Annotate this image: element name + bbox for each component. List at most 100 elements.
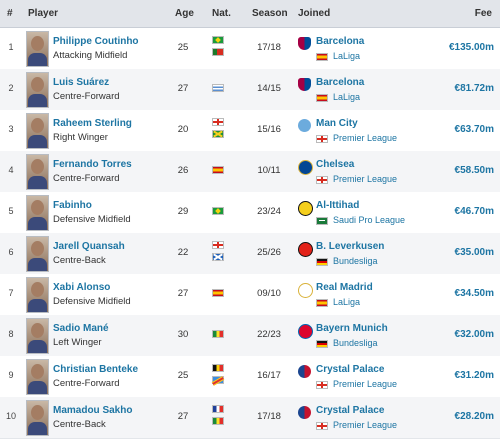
- player-name-link[interactable]: Fabinho: [53, 200, 92, 211]
- player-name-link[interactable]: Mamadou Sakho: [53, 405, 133, 416]
- row-number: 8: [8, 329, 14, 339]
- header-age[interactable]: Age: [175, 8, 194, 19]
- player-photo[interactable]: [26, 154, 49, 190]
- table-row: 3 Raheem Sterling Right Winger 20 15/16 Man C…: [0, 110, 500, 152]
- club-name-link[interactable]: Crystal Palace: [316, 405, 385, 416]
- crystal-palace-crest-icon[interactable]: [298, 406, 311, 419]
- transfer-fee-link[interactable]: €31.20m: [454, 370, 494, 381]
- leverkusen-crest-icon[interactable]: [298, 242, 313, 257]
- player-photo[interactable]: [26, 72, 49, 108]
- player-position: Centre-Forward: [53, 173, 120, 184]
- player-name-link[interactable]: Raheem Sterling: [53, 118, 132, 129]
- real-madrid-crest-icon[interactable]: [298, 283, 313, 298]
- club-name-link[interactable]: B. Leverkusen: [316, 241, 385, 252]
- transfer-fee-link[interactable]: €35.00m: [454, 247, 494, 258]
- row-number: 7: [8, 288, 14, 298]
- player-name-link[interactable]: Sadio Mané: [53, 323, 109, 334]
- player-photo[interactable]: [26, 113, 49, 149]
- row-number: 1: [8, 42, 14, 52]
- transfer-fee-link[interactable]: €58.50m: [454, 165, 494, 176]
- belgium-flag-icon: [212, 364, 224, 372]
- header-fee[interactable]: Fee: [474, 8, 492, 19]
- header-joined[interactable]: Joined: [298, 8, 331, 19]
- player-age: 27: [177, 83, 189, 94]
- table-row: 10 Mamadou Sakho Centre-Back 27 17/18 Crystal…: [0, 397, 500, 439]
- jamaica-flag-icon: [212, 130, 224, 138]
- player-photo[interactable]: [26, 359, 49, 395]
- table-row: 7 Xabi Alonso Defensive Midfield 27 09/10 Rea…: [0, 274, 500, 316]
- player-name-link[interactable]: Fernando Torres: [53, 159, 132, 170]
- club-name-link[interactable]: Chelsea: [316, 159, 355, 170]
- portugal-flag-icon: [212, 48, 224, 56]
- barcelona-crest-icon[interactable]: [298, 37, 311, 50]
- season: 23/24: [257, 206, 281, 217]
- player-position: Centre-Back: [53, 419, 106, 430]
- player-age: 20: [177, 124, 189, 135]
- transfer-fee-link[interactable]: €34.50m: [454, 288, 494, 299]
- player-photo[interactable]: [26, 236, 49, 272]
- club-name-link[interactable]: Barcelona: [316, 36, 365, 47]
- spain-flag-icon: [316, 299, 328, 307]
- season: 14/15: [257, 83, 281, 94]
- player-position: Defensive Midfield: [53, 296, 131, 307]
- player-position: Centre-Forward: [53, 91, 120, 102]
- club-name-link[interactable]: Man City: [316, 118, 358, 129]
- table-row: 1 Philippe Coutinho Attacking Midfield 25 17…: [0, 28, 500, 70]
- player-name-link[interactable]: Philippe Coutinho: [53, 36, 139, 47]
- player-photo[interactable]: [26, 195, 49, 231]
- season: 17/18: [257, 42, 281, 53]
- bayern-crest-icon[interactable]: [298, 324, 313, 339]
- club-name-link[interactable]: Barcelona: [316, 77, 365, 88]
- league-link[interactable]: Premier League: [333, 174, 398, 184]
- man-city-crest-icon[interactable]: [298, 119, 311, 132]
- season: 17/18: [257, 411, 281, 422]
- player-photo[interactable]: [26, 277, 49, 313]
- transfer-fee-link[interactable]: €81.72m: [454, 83, 494, 94]
- header-season[interactable]: Season: [252, 8, 288, 19]
- transfer-fee-link[interactable]: €135.00m: [448, 42, 494, 53]
- player-position: Attacking Midfield: [53, 50, 128, 61]
- league-link[interactable]: Premier League: [333, 133, 398, 143]
- france-flag-icon: [212, 405, 224, 413]
- england-flag-icon: [316, 135, 328, 143]
- crystal-palace-crest-icon[interactable]: [298, 365, 311, 378]
- player-photo[interactable]: [26, 318, 49, 354]
- league-link[interactable]: Saudi Pro League: [333, 215, 406, 225]
- transfer-fee-link[interactable]: €28.20m: [454, 411, 494, 422]
- player-photo[interactable]: [26, 31, 49, 67]
- season: 09/10: [257, 288, 281, 299]
- league-link[interactable]: Bundesliga: [333, 338, 378, 348]
- transfer-fee-link[interactable]: €32.00m: [454, 329, 494, 340]
- table-row: 9 Christian Benteke Centre-Forward 25 16/17 C…: [0, 356, 500, 398]
- league-link[interactable]: LaLiga: [333, 297, 361, 307]
- club-name-link[interactable]: Real Madrid: [316, 282, 373, 293]
- table-row: 8 Sadio Mané Left Winger 30 22/23 Bayern Muni…: [0, 315, 500, 357]
- league-link[interactable]: LaLiga: [333, 92, 361, 102]
- transfer-fee-link[interactable]: €46.70m: [454, 206, 494, 217]
- league-link[interactable]: LaLiga: [333, 51, 361, 61]
- player-name-link[interactable]: Luis Suárez: [53, 77, 110, 88]
- header-nat[interactable]: Nat.: [212, 8, 231, 19]
- al-ittihad-crest-icon[interactable]: [298, 201, 313, 216]
- league-link[interactable]: Bundesliga: [333, 256, 378, 266]
- player-photo[interactable]: [26, 400, 49, 436]
- player-name-link[interactable]: Jarell Quansah: [53, 241, 125, 252]
- player-age: 25: [177, 370, 189, 381]
- barcelona-crest-icon[interactable]: [298, 78, 311, 91]
- spain-flag-icon: [316, 94, 328, 102]
- player-position: Centre-Back: [53, 255, 106, 266]
- league-link[interactable]: Premier League: [333, 420, 398, 430]
- club-name-link[interactable]: Bayern Munich: [316, 323, 388, 334]
- club-name-link[interactable]: Al-Ittihad: [316, 200, 360, 211]
- england-flag-icon: [316, 381, 328, 389]
- season: 10/11: [257, 165, 281, 176]
- league-link[interactable]: Premier League: [333, 379, 398, 389]
- transfer-fee-link[interactable]: €63.70m: [454, 124, 494, 135]
- player-age: 27: [177, 411, 189, 422]
- chelsea-crest-icon[interactable]: [298, 160, 313, 175]
- season: 16/17: [257, 370, 281, 381]
- header-player[interactable]: Player: [28, 8, 59, 19]
- player-name-link[interactable]: Xabi Alonso: [53, 282, 111, 293]
- player-name-link[interactable]: Christian Benteke: [53, 364, 139, 375]
- club-name-link[interactable]: Crystal Palace: [316, 364, 385, 375]
